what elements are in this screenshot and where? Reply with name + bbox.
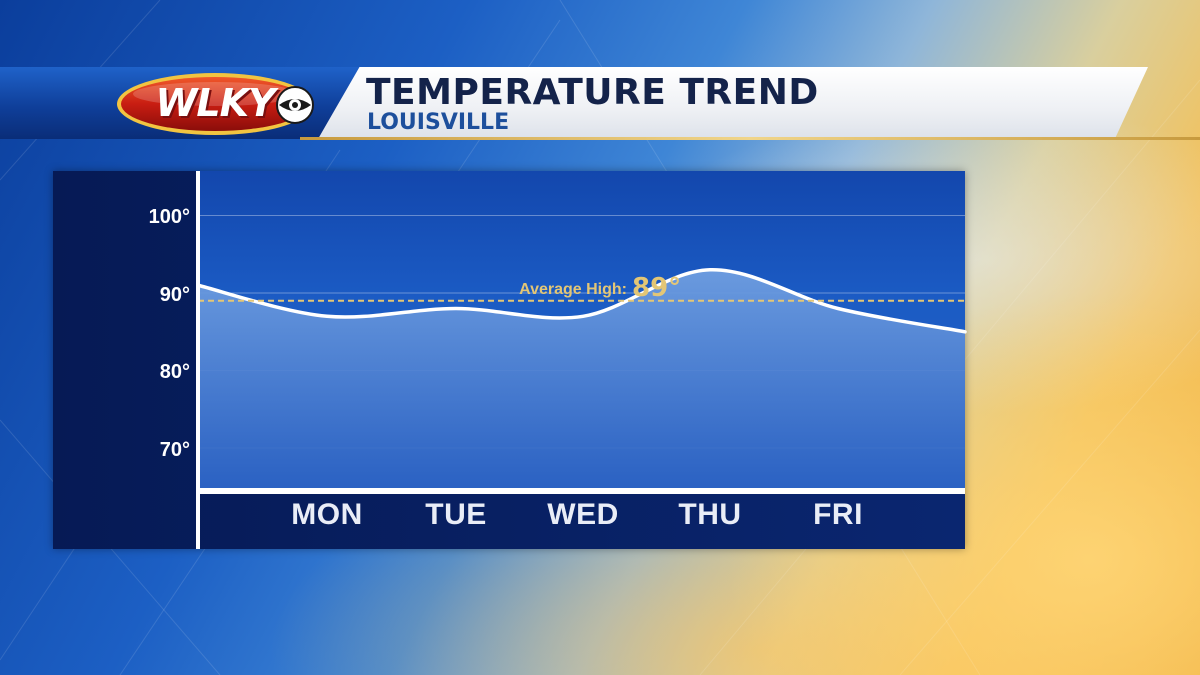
- cbs-eye-icon: [276, 86, 314, 124]
- header-banner: WLKY TEMPERATURE TREND LOUISVILLE: [0, 67, 1200, 143]
- average-high-label: Average High:: [519, 281, 627, 298]
- logo-badge: [117, 73, 314, 135]
- page-title: TEMPERATURE TREND: [366, 72, 819, 113]
- x-tick-label: FRI: [813, 498, 863, 531]
- page-subtitle: LOUISVILLE: [367, 110, 510, 135]
- temperature-curve: [196, 268, 967, 334]
- banner-title-panel: [318, 67, 1148, 139]
- temperature-area: [198, 269, 965, 488]
- banner-gold-stripe: [300, 137, 1200, 140]
- wlky-logo: WLKY: [115, 69, 329, 144]
- y-tick-label: 90°: [159, 284, 190, 306]
- x-tick-label: THU: [678, 498, 742, 531]
- y-tick-label: 70°: [159, 439, 190, 461]
- x-tick-label: TUE: [425, 498, 487, 531]
- x-tick-label: MON: [291, 498, 363, 531]
- y-tick-label: 100°: [148, 206, 190, 228]
- x-axis-line: [198, 488, 965, 494]
- logo-text: WLKY: [155, 81, 275, 125]
- y-axis-line: [196, 171, 200, 549]
- x-tick-label: WED: [547, 498, 619, 531]
- average-high-value: 89°: [632, 273, 681, 303]
- y-tick-label: 80°: [159, 361, 190, 383]
